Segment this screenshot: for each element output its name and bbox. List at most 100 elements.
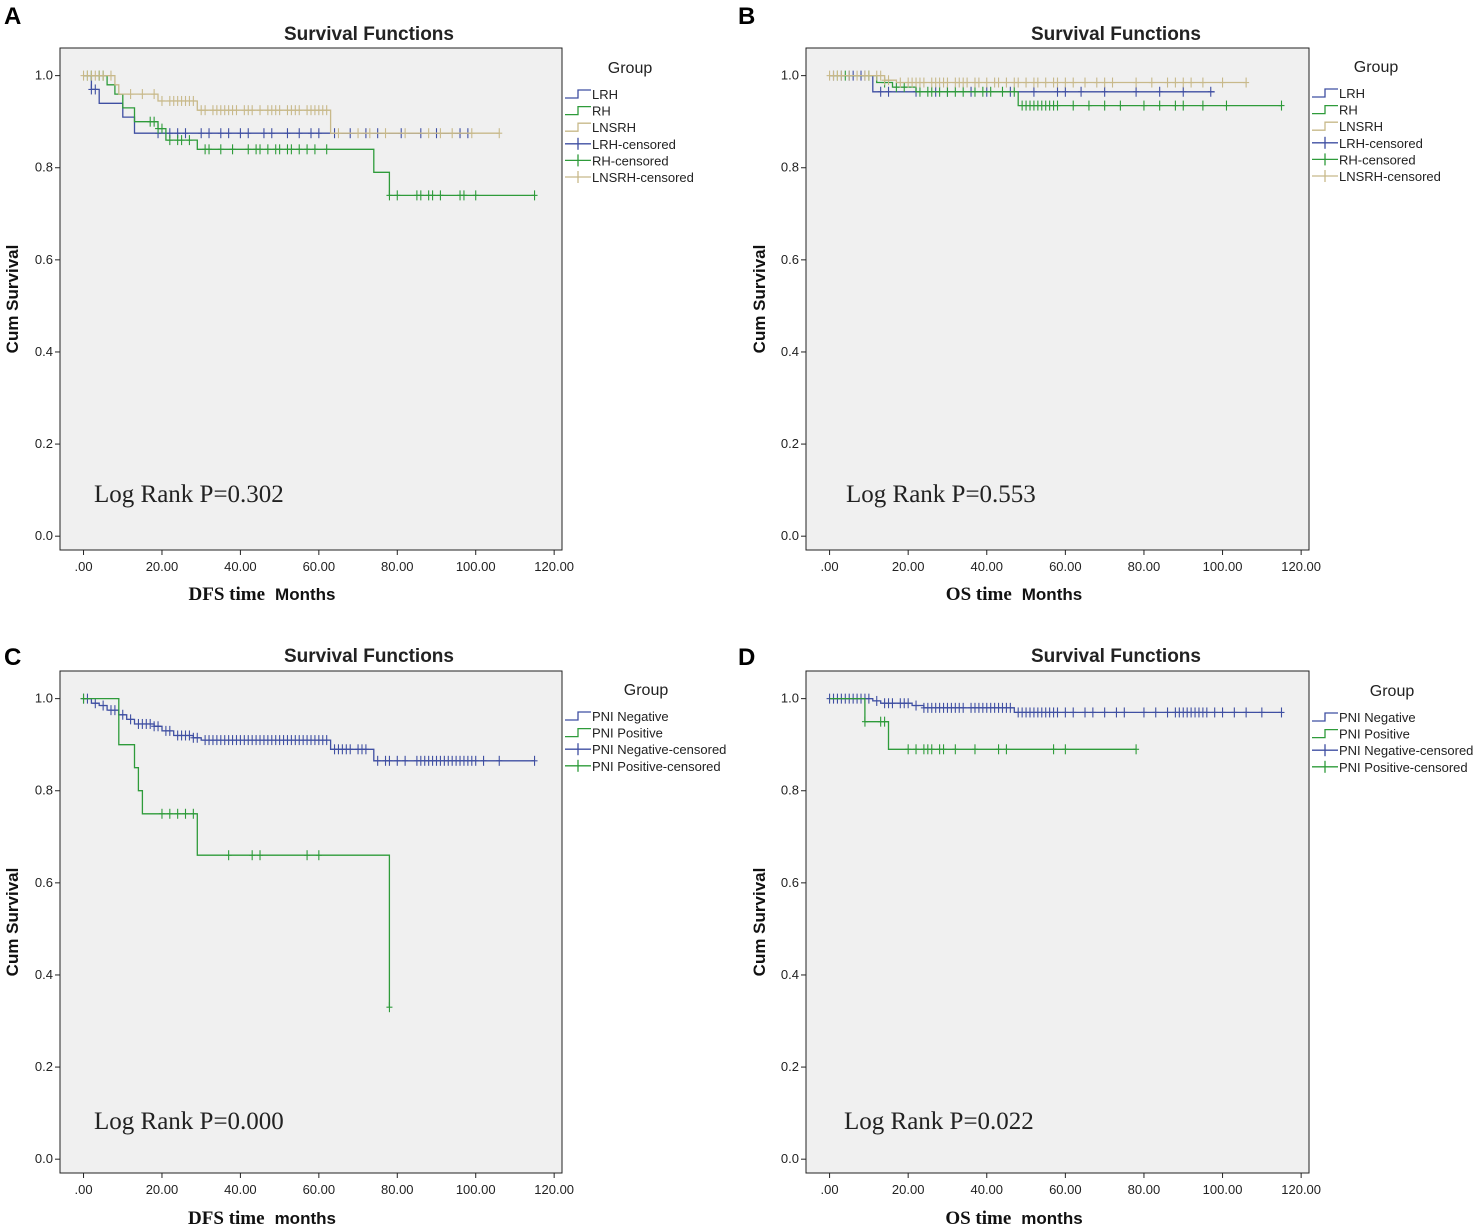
x-tick-label: 100.00	[456, 559, 496, 574]
censor-mark	[249, 850, 256, 861]
censor-mark	[127, 89, 134, 100]
censor-mark	[260, 128, 267, 139]
censor-mark	[1034, 77, 1041, 88]
legend-item-rh: RH	[565, 104, 611, 119]
x-axis-label-main: OS time	[946, 584, 1012, 605]
censor-mark	[1188, 77, 1195, 88]
x-axis-label-unit: months	[275, 1209, 336, 1226]
panel-b: B Survival Functions 0.0 0.2 0.4 0.6 0.8 1.0 .00…	[738, 3, 1441, 605]
legend-item-pni-positive: PNI Positive	[565, 726, 663, 741]
censor-mark	[264, 144, 271, 155]
y-axis-label: Cum Survival	[750, 245, 769, 354]
censor-mark	[174, 808, 181, 819]
censor-mark	[1152, 707, 1159, 718]
censor-mark	[1156, 86, 1163, 97]
censor-mark	[960, 702, 967, 713]
x-tick-label: 40.00	[970, 559, 1003, 574]
censor-mark	[202, 105, 209, 116]
x-axis-label-main: DFS time	[188, 1208, 265, 1226]
censor-mark	[107, 70, 114, 81]
panel-letter: C	[4, 644, 21, 671]
censor-mark	[979, 86, 986, 97]
censor-mark	[881, 716, 888, 727]
y-tick-label: 0.0	[35, 528, 53, 543]
censor-mark	[1121, 707, 1128, 718]
censor-mark	[449, 128, 456, 139]
censor-mark	[182, 128, 189, 139]
legend-label: RH	[592, 104, 611, 119]
censor-mark	[928, 86, 935, 97]
censor-mark	[1211, 707, 1218, 718]
legend-item-pni-negative: PNI Negative	[565, 709, 669, 724]
x-axis-label: DFS time Months	[189, 584, 336, 605]
legend-item-lnsrh: LNSRH	[1312, 119, 1383, 134]
censor-mark	[480, 755, 487, 766]
plot-area	[805, 47, 1310, 551]
legend-item-pni-negative-censored: PNI Negative-censored	[565, 742, 726, 757]
censor-mark	[496, 128, 503, 139]
legend-item-pni-positive: PNI Positive	[1312, 727, 1410, 742]
censor-mark	[323, 735, 330, 746]
y-tick-label: 0.2	[781, 436, 799, 451]
censor-mark	[913, 700, 920, 711]
censor-mark	[127, 714, 134, 725]
censor-mark	[1050, 744, 1057, 755]
censor-mark	[217, 128, 224, 139]
censor-mark	[304, 850, 311, 861]
x-tick-label: 80.00	[1128, 1182, 1161, 1197]
x-tick-label: 60.00	[303, 1182, 336, 1197]
y-tick-label: 0.6	[781, 252, 799, 267]
censor-mark	[1101, 707, 1108, 718]
censor-mark	[1011, 86, 1018, 97]
censor-mark	[206, 144, 213, 155]
censor-mark	[225, 128, 232, 139]
censor-mark	[1199, 77, 1206, 88]
legend-swatch-line	[1312, 728, 1338, 739]
censor-mark	[194, 732, 201, 743]
legend-swatch-line	[1312, 712, 1338, 722]
legend-label: LNSRH	[1339, 119, 1383, 134]
legend-item-lnsrh-censored: LNSRH-censored	[565, 170, 694, 185]
legend-swatch-line	[565, 122, 591, 132]
y-tick-label: 0.6	[781, 875, 799, 890]
legend-item-lnsrh: LNSRH	[565, 120, 636, 135]
x-tick-label: 40.00	[224, 1182, 257, 1197]
legend-label: LRH	[1339, 86, 1365, 101]
legend-label: LNSRH-censored	[592, 170, 694, 185]
series-pni-positive	[829, 697, 1140, 755]
legend-label: PNI Negative	[592, 709, 669, 724]
y-tick-label: 0.8	[781, 160, 799, 175]
censor-mark	[190, 808, 197, 819]
legend-swatch-line	[565, 89, 591, 99]
x-axis-label: OS time Months	[946, 584, 1082, 605]
legend-label: PNI Positive-censored	[1339, 760, 1468, 775]
censor-mark	[940, 744, 947, 755]
censor-mark	[425, 128, 432, 139]
x-tick-label: .00	[74, 1182, 92, 1197]
censor-mark	[437, 128, 444, 139]
censor-mark	[1148, 77, 1155, 88]
censor-mark	[1054, 77, 1061, 88]
censor-mark	[1042, 77, 1049, 88]
x-tick-label: 60.00	[1049, 1182, 1082, 1197]
censor-mark	[1199, 100, 1206, 111]
censor-mark	[1109, 77, 1116, 88]
censor-mark	[1078, 86, 1085, 97]
x-axis-label: DFS time months	[188, 1208, 336, 1226]
censor-mark	[936, 86, 943, 97]
censor-mark	[186, 135, 193, 146]
legend-label: PNI Negative	[1339, 710, 1416, 725]
censor-mark	[944, 86, 951, 97]
censor-mark	[288, 144, 295, 155]
x-tick-label: .00	[821, 559, 839, 574]
legend-label: LRH-censored	[592, 137, 676, 152]
censor-mark	[429, 190, 436, 201]
legend-label: PNI Positive	[1339, 727, 1410, 742]
x-tick-label: 20.00	[892, 559, 925, 574]
censor-mark	[139, 89, 146, 100]
censor-mark	[1117, 100, 1124, 111]
censor-mark	[296, 144, 303, 155]
km-curve-lrh	[83, 74, 468, 134]
y-tick-label: 0.4	[35, 344, 53, 359]
